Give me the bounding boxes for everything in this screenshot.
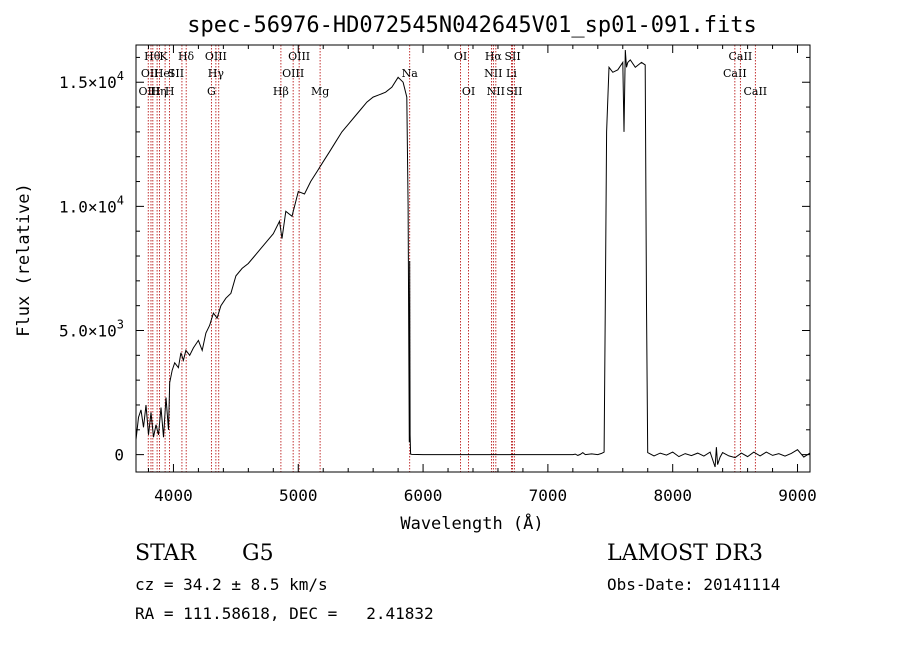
y-tick-label: 1.0×104	[59, 193, 124, 216]
spectral-line-label: OI	[462, 85, 475, 98]
spectral-line-label: Hθ	[144, 50, 161, 63]
coordinates: RA = 111.58618, DEC = 2.41832	[135, 604, 434, 623]
object-class: STAR	[135, 541, 197, 566]
x-tick-label: 5000	[279, 486, 318, 505]
spectral-line-label: Hα	[485, 50, 503, 63]
spectral-line-label: K	[159, 50, 168, 63]
spectral-line-label: Hη	[150, 85, 166, 98]
spectral-line-label: OIII	[282, 67, 304, 80]
spectral-line-label: HeI	[154, 67, 174, 80]
redshift-text: cz = 34.2 ± 8.5 km/s	[135, 575, 328, 594]
spectral-line-label: SII	[506, 85, 522, 98]
obs-date: Obs-Date: 20141114	[607, 575, 780, 594]
x-axis-label: Wavelength (Å)	[400, 512, 543, 534]
x-tick-label: 8000	[653, 486, 692, 505]
spectral-line-label: OIII	[288, 50, 310, 63]
spectral-line-label: NII	[487, 85, 505, 98]
spectral-line-label: CaII	[723, 67, 747, 80]
x-tick-label: 6000	[404, 486, 443, 505]
spectral-line-label: G	[207, 85, 216, 98]
x-tick-label: 9000	[778, 486, 817, 505]
spectral-line-label: OIII	[138, 85, 160, 98]
reference-lines	[147, 45, 756, 472]
spectral-line-label: Na	[402, 67, 419, 80]
spectral-line-label: NII	[484, 67, 502, 80]
y-axis-label: Flux (relative)	[14, 183, 34, 337]
x-axis-ticks: 4000 5000 6000 7000 8000 9000	[147, 45, 817, 505]
spectral-line-label: CaII	[729, 50, 753, 63]
spectral-line-label: Mg	[311, 85, 329, 98]
survey-name: LAMOST DR3	[607, 541, 763, 566]
chart-title: spec-56976-HD072545N042645V01_sp01-091.f…	[187, 13, 757, 38]
spectral-line-label: SII	[504, 50, 520, 63]
spectral-line-label: H	[165, 85, 175, 98]
plot-frame	[135, 44, 811, 473]
x-tick-label: 4000	[154, 486, 193, 505]
x-tick-label: 7000	[529, 486, 568, 505]
y-tick-label: 5.0×103	[59, 317, 124, 340]
info-block: STAR G5 LAMOST DR3 cz = 34.2 ± 8.5 km/s …	[135, 541, 780, 623]
flux-series-line	[135, 49, 811, 468]
y-tick-label: 0	[114, 446, 124, 465]
spectral-line-label: SII	[168, 67, 184, 80]
spectral-line-label: Li	[506, 67, 517, 80]
spectral-line-label: CaII	[743, 85, 767, 98]
subclass: G5	[242, 541, 274, 566]
y-axis-ticks: 0 5.0×103 1.0×104 1.5×104	[59, 56, 810, 465]
spectral-line-label: OIII	[205, 50, 227, 63]
spectral-line-label: Hδ	[178, 50, 195, 63]
y-tick-label: 1.5×104	[59, 69, 124, 92]
spectral-line-label: OI	[454, 50, 467, 63]
spectral-line-label: Hβ	[273, 85, 289, 98]
spectral-line-label: Hγ	[208, 67, 225, 80]
spectral-line-label: OII	[141, 67, 159, 80]
